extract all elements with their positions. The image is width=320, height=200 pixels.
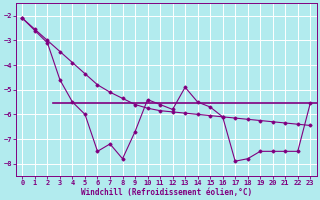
X-axis label: Windchill (Refroidissement éolien,°C): Windchill (Refroidissement éolien,°C) xyxy=(81,188,252,197)
